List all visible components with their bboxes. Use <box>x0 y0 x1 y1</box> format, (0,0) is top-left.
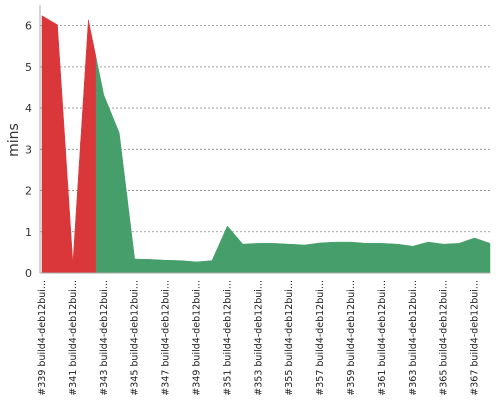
x-tick-label: #357 build4-deb12bui... <box>315 280 326 396</box>
y-tick-label: 5 <box>25 61 32 74</box>
y-tick-label: 2 <box>25 185 32 198</box>
area-segment <box>41 15 50 274</box>
x-tick-label: #367 build4-deb12bui... <box>470 280 481 396</box>
area-segment <box>49 19 66 274</box>
x-tick-label: #339 build4-deb12bui... <box>37 280 48 396</box>
y-tick-label: 1 <box>25 226 32 239</box>
area-segment <box>281 243 298 274</box>
area-segment <box>64 141 81 274</box>
x-tick-label: #349 build4-deb12bui... <box>191 280 202 396</box>
area-segment <box>234 234 251 274</box>
area-segment <box>203 243 220 274</box>
x-tick-label: #359 build4-deb12bui... <box>346 280 357 396</box>
area-segment <box>157 259 174 274</box>
area-segment <box>126 195 143 274</box>
x-tick-label: #347 build4-deb12bui... <box>161 280 172 396</box>
y-axis-label: mins <box>6 123 22 157</box>
area-segment <box>466 237 483 274</box>
area-segment <box>451 240 468 274</box>
x-tick-label: #363 build4-deb12bui... <box>408 280 419 396</box>
area-segment <box>327 241 344 274</box>
area-segment <box>142 258 159 274</box>
area-segment <box>296 243 313 274</box>
y-tick-label: 3 <box>25 143 32 156</box>
x-tick-label: #341 build4-deb12bui... <box>68 280 79 396</box>
area-segment <box>95 57 112 274</box>
area-segment <box>111 113 128 274</box>
area-segment <box>435 242 452 274</box>
area-segment <box>389 243 406 274</box>
area-segment <box>312 242 329 274</box>
area-segment <box>420 241 437 274</box>
x-tick-label: #361 build4-deb12bui... <box>377 280 388 396</box>
area-segment <box>265 243 282 274</box>
x-tick-label: #345 build4-deb12bui... <box>130 280 141 396</box>
area-segment <box>219 225 236 274</box>
area-segment <box>373 243 390 274</box>
area-segment <box>404 243 421 274</box>
area-segment <box>188 260 205 274</box>
x-tick-label: #351 build4-deb12bui... <box>222 280 233 396</box>
x-tick-label: #355 build4-deb12bui... <box>284 280 295 396</box>
area-segment <box>80 19 97 274</box>
area-segment <box>173 260 190 274</box>
area-segment <box>250 243 267 274</box>
y-tick-label: 0 <box>25 267 32 280</box>
area-segment <box>358 242 375 274</box>
x-tick-label: #343 build4-deb12bui... <box>99 280 110 396</box>
area-segment <box>342 241 359 274</box>
x-tick-label: #365 build4-deb12bui... <box>439 280 450 396</box>
area-segment <box>482 240 491 274</box>
y-tick-label: 4 <box>25 102 32 115</box>
y-tick-label: 6 <box>25 20 32 33</box>
x-tick-label: #353 build4-deb12bui... <box>253 280 264 396</box>
